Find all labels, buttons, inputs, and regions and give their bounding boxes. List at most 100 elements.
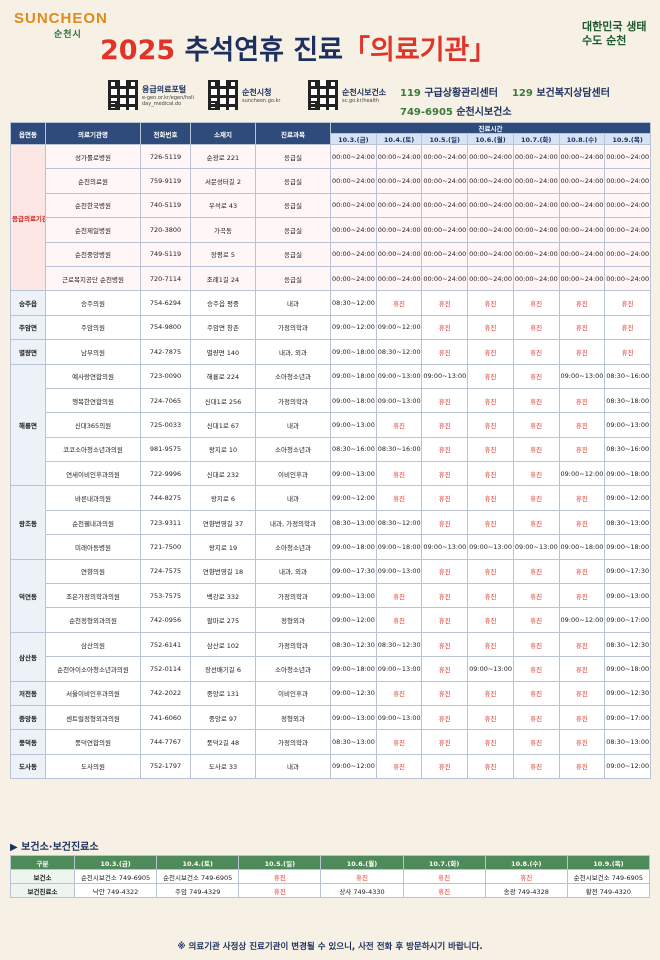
cell: 720-3800 <box>140 217 191 243</box>
date-header: 10.7.(화) <box>512 133 560 145</box>
cell: 744-8275 <box>140 485 191 511</box>
cell: 연향의원 <box>45 558 141 585</box>
hours: 08:30~16:00 <box>604 363 651 389</box>
hours: 휴진 <box>604 314 651 341</box>
center-row: 보건소 순천시보건소 749-6905 순천시보건소 749-6905 휴진 휴진 휴진 휴… <box>10 869 651 884</box>
clinic-row: 삼산동 삼산의원 752-6141 삼산로 102 가정의학과 08:30~12:30 08… <box>10 631 651 682</box>
clinic-table: 읍면동 의료기관명 전화번호 소재지 진료과목 진료시간 10.3.(금) 10.4.(토) 1… <box>10 122 651 780</box>
date-header: 10.5.(일) <box>238 855 322 870</box>
cell: 해룡로 224 <box>190 363 256 389</box>
hours: 휴진 <box>558 485 606 511</box>
hours: 휴진 <box>558 680 606 706</box>
hours: 00:00~24:00 <box>558 192 606 219</box>
header-row: 읍면동 의료기관명 전화번호 소재지 진료과목 진료시간 <box>10 122 651 145</box>
area: 저전동 <box>10 680 46 706</box>
cell: 휴진 <box>320 869 404 884</box>
cell: 응급실 <box>255 217 331 243</box>
hours: 09:00~18:00 <box>330 656 377 682</box>
clinic-row: 도사동 도사의원 752-1797 도사로 33 내과 09:00~12:00 휴진 휴진 휴진… <box>10 753 651 780</box>
hours: 휴진 <box>512 680 560 706</box>
hours: 휴진 <box>558 583 606 609</box>
hours: 00:00~24:00 <box>512 143 560 170</box>
hours: 휴진 <box>467 583 514 609</box>
hours: 휴진 <box>558 509 606 536</box>
link-url: e-gen.or.kr/egen/holiday_medical.do <box>142 94 194 107</box>
column-header: 전화번호 <box>140 122 191 145</box>
cell: 중앙로 97 <box>190 704 256 731</box>
area: 풍덕동 <box>10 729 46 755</box>
hours: 09:00~13:00 <box>421 363 469 389</box>
hours: 휴진 <box>512 729 560 755</box>
hours: 휴진 <box>421 485 469 511</box>
hours: 휴진 <box>558 558 606 585</box>
clinic-row: 신대365의원 725-0033 신대1로 67 내과 09:00~13:00 휴진 휴진 휴… <box>11 412 651 438</box>
slogan: 대한민국 생태수도 순천 <box>582 20 647 48</box>
cell: 조은가정의학과의원 <box>45 583 141 609</box>
cell: 송광 749-4328 <box>484 883 568 898</box>
hours: 휴진 <box>421 704 469 731</box>
cell: 742-0956 <box>140 607 191 633</box>
hours: 09:00~12:00 <box>558 607 606 633</box>
hours: 휴진 <box>512 461 560 487</box>
hours: 휴진 <box>467 729 514 755</box>
hours: 09:00~18:00 <box>330 339 377 365</box>
hours: 09:00~13:00 <box>330 583 377 609</box>
clinic-row: 순천정형외과의원 742-0956 팔마로 275 정형외과 09:00~12:00 휴진… <box>11 607 651 633</box>
hours: 00:00~24:00 <box>604 217 651 243</box>
hours: 08:30~13:00 <box>604 509 651 536</box>
clinic-row: 왕조동 바른내과의원 744-8275 왕지로 6 내과 09:00~12:00 휴진 휴진 휴… <box>10 485 651 560</box>
cell: 연향번영길 37 <box>190 509 256 536</box>
cell: 내과, 외과 <box>255 339 331 365</box>
qr-code <box>308 80 338 110</box>
area: 왕조동 <box>10 485 46 560</box>
cell: 도사의원 <box>45 753 141 780</box>
hours: 휴진 <box>512 583 560 609</box>
header-row: 구분 10.3.(금) 10.4.(토) 10.5.(일) 10.6.(월) 10.7.(… <box>10 855 651 870</box>
contact-label: 구급상황관리센터 <box>424 88 498 99</box>
cell: 장평로 5 <box>190 241 256 267</box>
cell: 순천시보건소 749-6905 <box>156 869 240 884</box>
cell: 주암의원 <box>45 314 141 341</box>
cell: 순천시보건소 749-6905 <box>566 869 651 884</box>
hours: 휴진 <box>512 485 560 511</box>
hours: 휴진 <box>375 461 423 487</box>
cell: 주암 749-4329 <box>156 883 240 898</box>
hours: 09:00~13:00 <box>467 534 514 560</box>
hours: 09:00~13:00 <box>330 412 377 438</box>
cell: 740-5119 <box>140 192 191 219</box>
cell: 왕지로 6 <box>190 485 256 511</box>
hours: 휴진 <box>512 290 560 316</box>
link: 응급의료포털 e-gen.or.kr/egen/holiday_medical.d… <box>108 80 196 110</box>
cell: 응급실 <box>255 241 331 267</box>
cell: 승주읍 평중 <box>190 290 256 316</box>
hours: 09:00~12:00 <box>604 753 651 780</box>
hours: 00:00~24:00 <box>558 217 606 243</box>
hours: 휴진 <box>512 656 560 682</box>
hours: 00:00~24:00 <box>604 241 651 267</box>
hours: 00:00~24:00 <box>330 265 377 292</box>
cell: 724-7575 <box>140 558 191 585</box>
cell: 752-6141 <box>140 631 191 658</box>
clinic-row: 순천웰내과의원 723-9311 연향번영길 37 내과, 가정의학과 08:30~13… <box>11 509 651 536</box>
hours: 휴진 <box>421 314 469 341</box>
cell: 왕지로 10 <box>190 436 256 463</box>
area: 응급의료기관 <box>10 143 46 292</box>
hours: 휴진 <box>558 704 606 731</box>
cell: 황전 749-4320 <box>566 883 651 898</box>
cell: 753-7575 <box>140 583 191 609</box>
hours: 휴진 <box>467 485 514 511</box>
cell: 바른내과의원 <box>45 485 141 511</box>
note: ※ 의료기관 사정상 진료기관이 변경될 수 있으니, 사전 전화 후 방문하시… <box>177 942 483 952</box>
cell: 조례1길 24 <box>190 265 256 292</box>
date-header: 10.9.(목) <box>566 855 651 870</box>
cell: 이비인후과 <box>255 461 331 487</box>
health-center-section: ▶ 보건소·보건진료소 구분 10.3.(금) 10.4.(토) 10.5.(일) 10… <box>10 838 651 898</box>
cell: 센트럴정형외과의원 <box>45 704 141 731</box>
cell: 순천의료원 <box>45 168 141 194</box>
clinic-row: 별량면 남부의원 742-7875 별량면 140 내과, 외과 09:00~18:00 0… <box>10 339 651 365</box>
clinic-row: 순천한국병원 740-5119 우석로 43 응급실 00:00~24:00 00:00~… <box>11 192 651 219</box>
hours: 08:30~16:00 <box>330 436 377 463</box>
hours: 휴진 <box>512 753 560 780</box>
title-bracket: 「의료기관」 <box>343 35 497 66</box>
clinic-row: 해룡면 예사랑연합의원 723-0090 해룡로 224 소아청소년과 09:00~18:… <box>10 363 651 487</box>
